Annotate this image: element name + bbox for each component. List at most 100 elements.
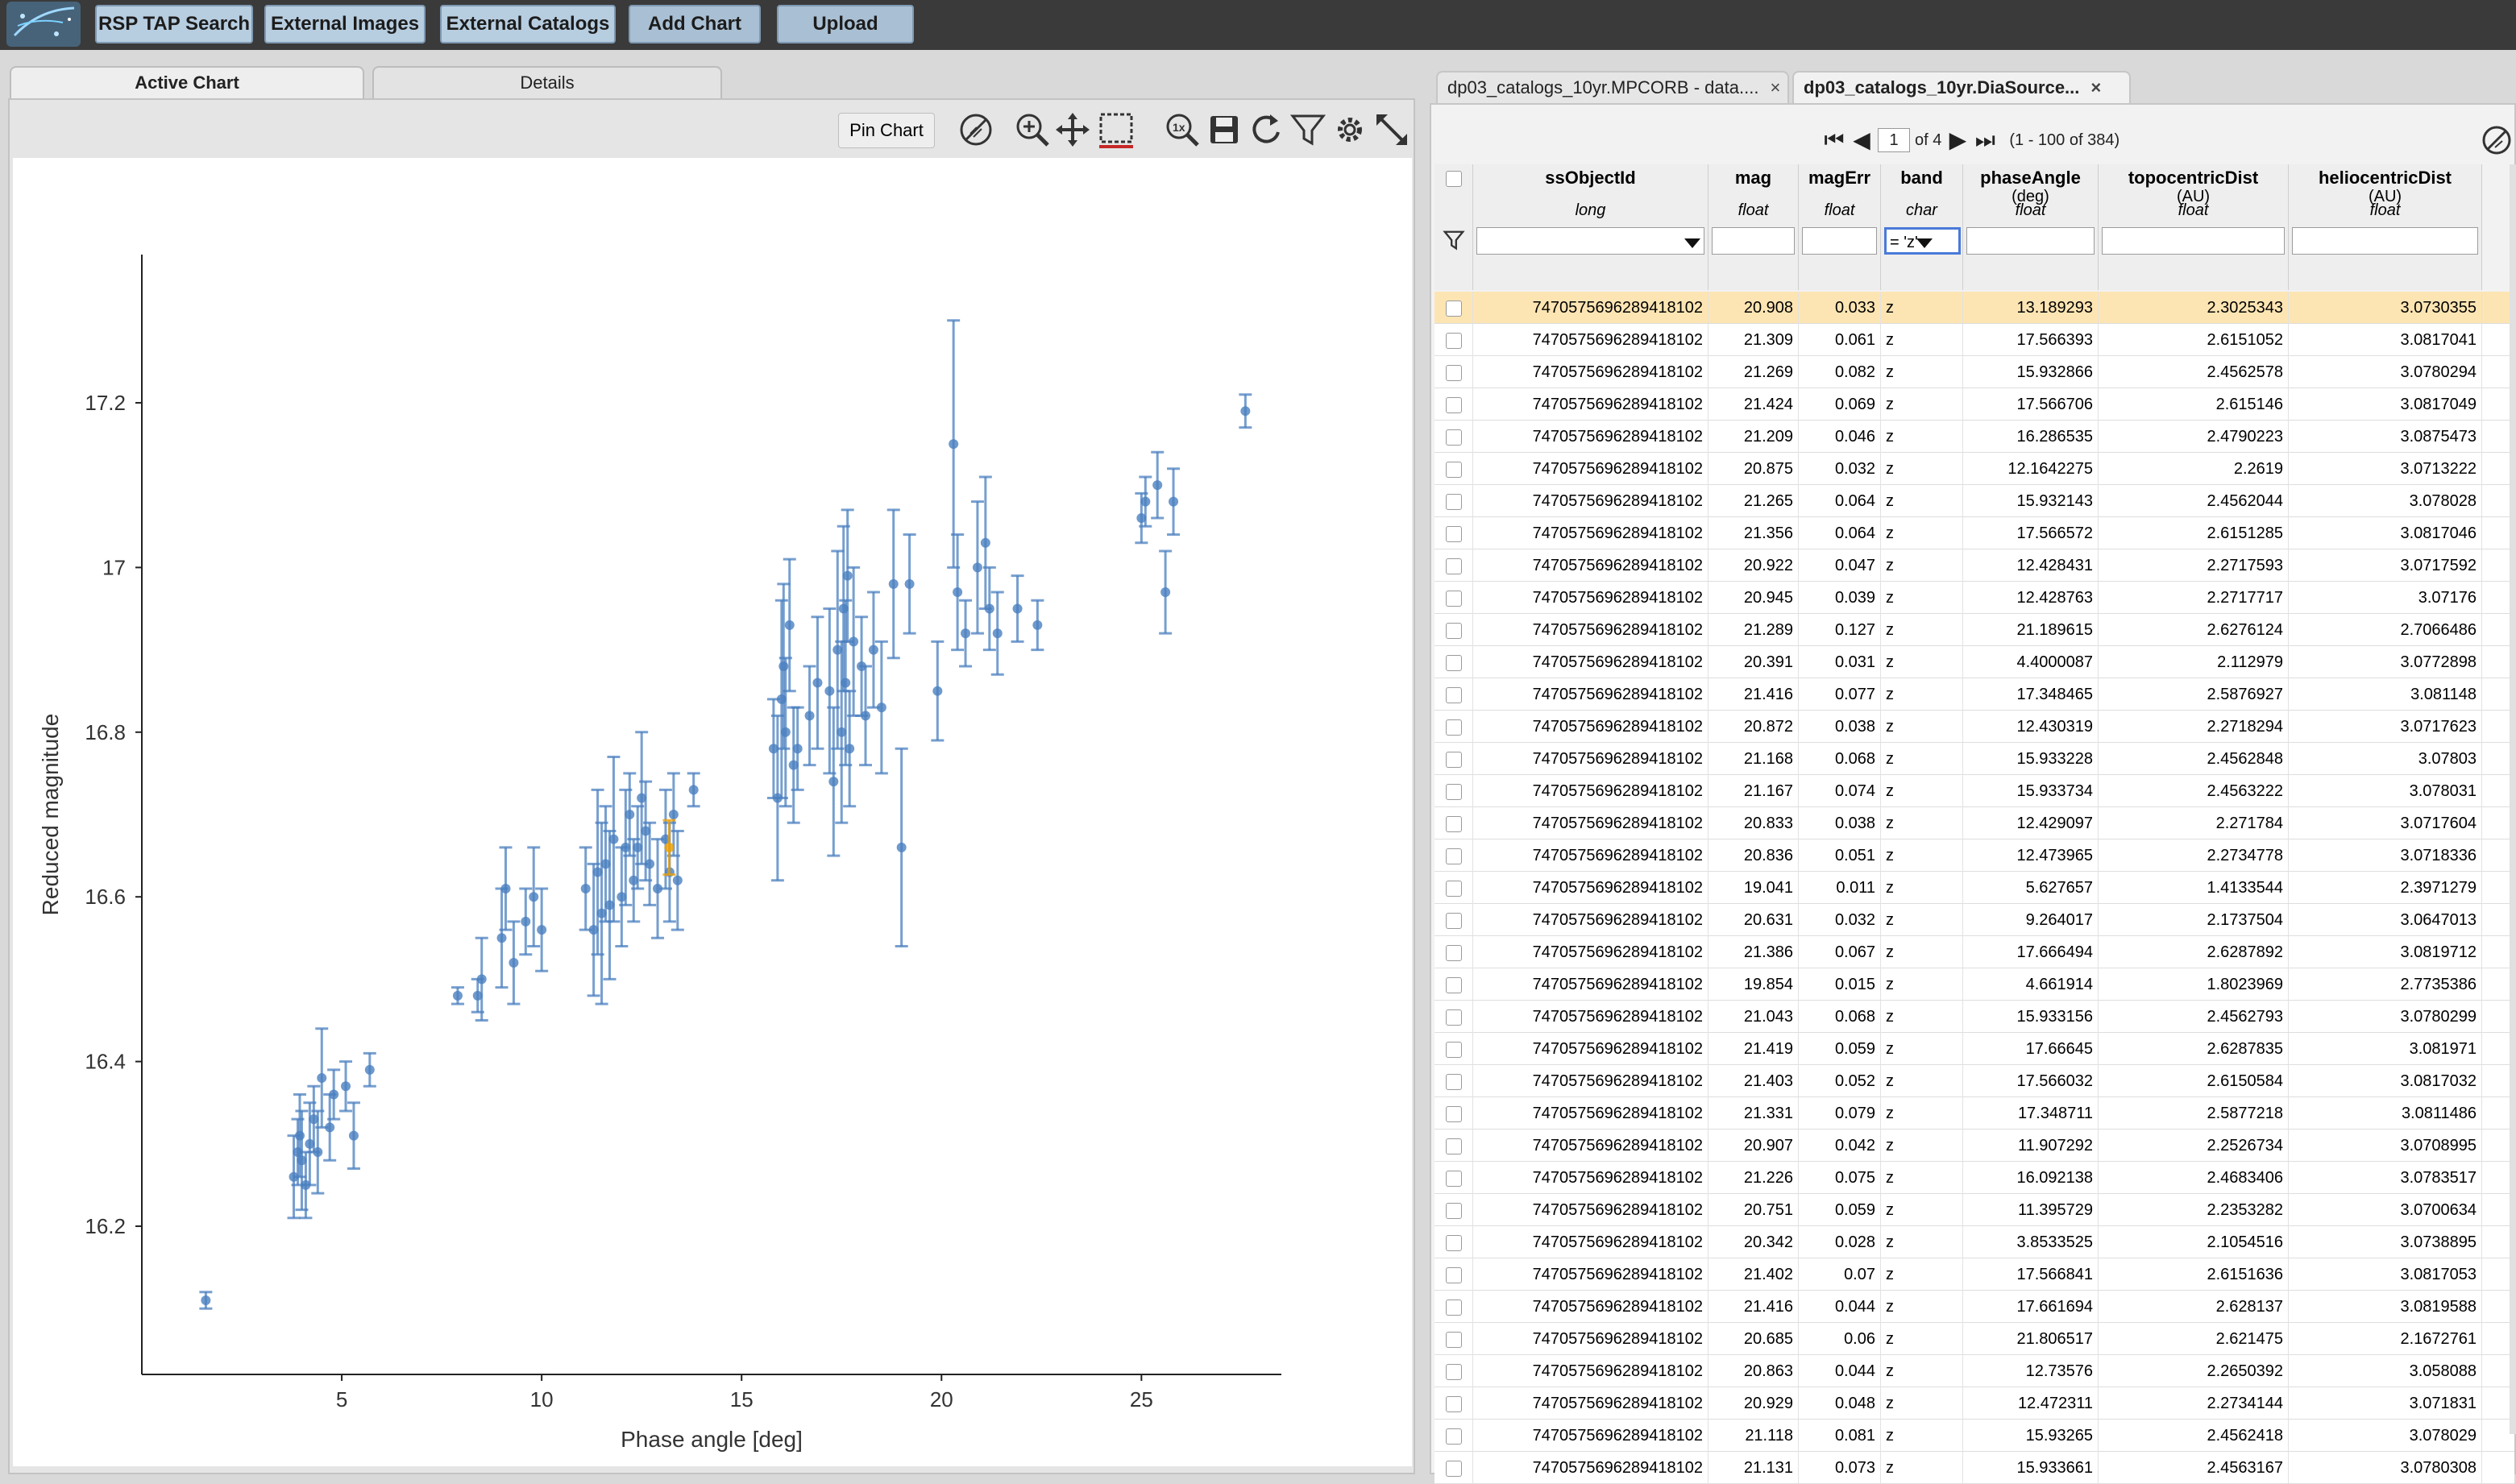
zoom-in-icon[interactable] xyxy=(1012,110,1052,150)
row-checkbox[interactable] xyxy=(1446,1300,1462,1316)
table-row[interactable]: 7470575696289418102 20.945 0.039 z 12.428763… xyxy=(1434,582,2514,614)
data-point[interactable] xyxy=(347,1101,360,1170)
table-scrollbar[interactable] xyxy=(2510,164,2516,1434)
rsp-tap-search-button[interactable]: RSP TAP Search xyxy=(95,5,253,44)
column-filter-input[interactable] xyxy=(2292,227,2478,255)
data-point[interactable] xyxy=(671,829,684,931)
table-row[interactable]: 7470575696289418102 20.342 0.028 z 3.8533525… xyxy=(1434,1226,2514,1258)
data-point[interactable] xyxy=(778,657,792,808)
data-point[interactable] xyxy=(666,772,680,857)
table-row[interactable]: 7470575696289418102 20.391 0.031 z 4.4000087… xyxy=(1434,646,2514,678)
column-header-band[interactable]: band char = 'z' xyxy=(1881,164,1963,290)
row-checkbox[interactable] xyxy=(1446,1267,1462,1283)
table-row[interactable]: 7470575696289418102 20.833 0.038 z 12.429097… xyxy=(1434,807,2514,839)
next-page-icon[interactable]: ▶ xyxy=(1949,127,1967,152)
column-filter-input[interactable] xyxy=(1802,227,1877,255)
data-point[interactable] xyxy=(843,690,857,808)
row-checkbox[interactable] xyxy=(1446,591,1462,607)
data-point[interactable] xyxy=(947,319,961,569)
table-row[interactable]: 7470575696289418102 21.403 0.052 z 17.566032… xyxy=(1434,1065,2514,1097)
table-row[interactable]: 7470575696289418102 21.168 0.068 z 15.933228… xyxy=(1434,743,2514,775)
data-point[interactable] xyxy=(951,533,965,652)
data-point[interactable] xyxy=(777,582,791,750)
data-point[interactable] xyxy=(507,920,521,1005)
data-point[interactable] xyxy=(475,936,488,1022)
prev-page-icon[interactable]: ◀ xyxy=(1853,127,1870,152)
row-checkbox[interactable] xyxy=(1446,945,1462,961)
column-header-heliocentricdist[interactable]: heliocentricDist (AU) float xyxy=(2289,164,2482,290)
tab-mpcorb[interactable]: dp03_catalogs_10yr.MPCORB - data.... × xyxy=(1436,71,1789,103)
row-checkbox[interactable] xyxy=(1446,752,1462,768)
data-point[interactable] xyxy=(1031,599,1044,652)
data-point[interactable] xyxy=(627,838,641,923)
row-checkbox[interactable] xyxy=(1446,1171,1462,1187)
data-point[interactable] xyxy=(499,846,513,931)
row-checkbox[interactable] xyxy=(1446,301,1462,317)
table-row[interactable]: 7470575696289418102 20.872 0.038 z 12.430319… xyxy=(1434,711,2514,743)
settings-icon[interactable] xyxy=(1330,110,1370,150)
column-header-phaseangle[interactable]: phaseAngle (deg) float xyxy=(1963,164,2099,290)
data-point[interactable] xyxy=(535,887,549,972)
add-chart-button[interactable]: Add Chart xyxy=(629,5,761,44)
row-checkbox[interactable] xyxy=(1446,1461,1462,1477)
row-checkbox[interactable] xyxy=(1446,1428,1462,1445)
table-row[interactable]: 7470575696289418102 20.875 0.032 z 12.164227… xyxy=(1434,453,2514,485)
table-row[interactable]: 7470575696289418102 21.386 0.067 z 17.666494… xyxy=(1434,936,2514,968)
table-row[interactable]: 7470575696289418102 21.289 0.127 z 21.189615… xyxy=(1434,614,2514,646)
data-point[interactable] xyxy=(803,665,816,767)
data-point[interactable] xyxy=(315,1027,329,1129)
data-point[interactable] xyxy=(450,986,464,1005)
data-point[interactable] xyxy=(327,1068,341,1121)
table-row[interactable]: 7470575696289418102 20.836 0.051 z 12.473965… xyxy=(1434,839,2514,872)
row-checkbox[interactable] xyxy=(1446,1364,1462,1380)
upload-button[interactable]: Upload xyxy=(777,5,914,44)
data-point[interactable] xyxy=(990,591,1004,676)
table-row[interactable]: 7470575696289418102 21.424 0.069 z 17.566706… xyxy=(1434,388,2514,421)
data-point[interactable] xyxy=(363,1051,376,1088)
table-options-icon[interactable] xyxy=(2481,124,2513,156)
highlighted-data-point[interactable] xyxy=(662,819,676,877)
data-point[interactable] xyxy=(643,821,657,906)
table-row[interactable]: 7470575696289418102 21.265 0.064 z 15.932143… xyxy=(1434,485,2514,517)
column-filter-input[interactable] xyxy=(2102,227,2285,255)
data-point[interactable] xyxy=(1139,475,1152,528)
data-point[interactable] xyxy=(631,805,645,890)
row-checkbox[interactable] xyxy=(1446,1235,1462,1251)
table-row[interactable]: 7470575696289418102 21.043 0.068 z 15.933156… xyxy=(1434,1001,2514,1033)
table-row[interactable]: 7470575696289418102 21.309 0.061 z 17.566393… xyxy=(1434,324,2514,356)
data-point[interactable] xyxy=(623,772,637,857)
table-row[interactable]: 7470575696289418102 21.331 0.079 z 17.348711… xyxy=(1434,1097,2514,1130)
row-checkbox[interactable] xyxy=(1446,913,1462,929)
data-point[interactable] xyxy=(1239,393,1252,429)
data-point[interactable] xyxy=(859,665,873,767)
table-row[interactable]: 7470575696289418102 21.226 0.075 z 16.092138… xyxy=(1434,1162,2514,1194)
table-row[interactable]: 7470575696289418102 20.922 0.047 z 12.428431… xyxy=(1434,549,2514,582)
table-row[interactable]: 7470575696289418102 20.751 0.059 z 11.395729… xyxy=(1434,1194,2514,1226)
row-checkbox[interactable] xyxy=(1446,1332,1462,1348)
tab-active-chart[interactable]: Active Chart xyxy=(10,66,364,98)
data-point[interactable] xyxy=(339,1060,353,1113)
table-row[interactable]: 7470575696289418102 21.416 0.044 z 17.661694… xyxy=(1434,1291,2514,1323)
data-point[interactable] xyxy=(866,591,880,709)
column-header-topocentricdist[interactable]: topocentricDist (AU) float xyxy=(2099,164,2289,290)
row-checkbox[interactable] xyxy=(1446,881,1462,897)
select-box-icon[interactable] xyxy=(1096,110,1136,150)
data-point[interactable] xyxy=(874,640,888,775)
row-checkbox[interactable] xyxy=(1446,1203,1462,1219)
row-checkbox[interactable] xyxy=(1446,1009,1462,1026)
expand-icon[interactable] xyxy=(1372,110,1412,150)
data-point[interactable] xyxy=(1011,574,1024,643)
first-page-icon[interactable]: ⏮ xyxy=(1824,127,1845,152)
close-icon[interactable]: × xyxy=(1770,77,1781,97)
data-point[interactable] xyxy=(687,772,700,808)
page-input[interactable]: 1 xyxy=(1878,128,1910,152)
table-row[interactable]: 7470575696289418102 20.907 0.042 z 11.907292… xyxy=(1434,1130,2514,1162)
row-checkbox[interactable] xyxy=(1446,719,1462,736)
row-checkbox[interactable] xyxy=(1446,462,1462,478)
select-all-checkbox[interactable] xyxy=(1446,171,1462,187)
external-catalogs-button[interactable]: External Catalogs xyxy=(440,5,616,44)
column-header-ssobjectid[interactable]: ssObjectId long xyxy=(1473,164,1708,290)
column-header-mag[interactable]: mag float xyxy=(1708,164,1799,290)
data-point[interactable] xyxy=(791,706,804,791)
tab-details[interactable]: Details xyxy=(372,66,722,98)
